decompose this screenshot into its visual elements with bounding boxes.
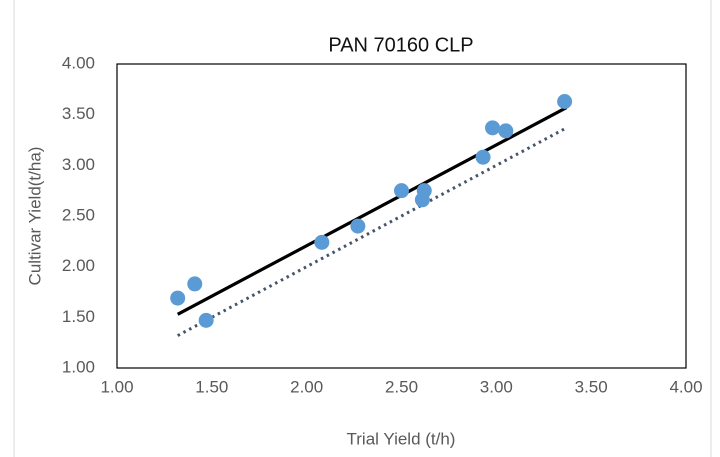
point <box>414 192 430 208</box>
point <box>187 276 203 292</box>
point <box>350 218 366 234</box>
x-tick-label: 2.00 <box>290 377 323 396</box>
y-tick-label: 2.00 <box>62 256 95 275</box>
y-tick-label: 3.50 <box>62 104 95 123</box>
point <box>498 123 514 139</box>
y-axis-title: Cultivar Yield(t/ha) <box>25 147 44 286</box>
point <box>557 93 573 109</box>
x-tick-label: 1.00 <box>100 377 133 396</box>
x-tick-label: 1.50 <box>195 377 228 396</box>
x-tick-label: 2.50 <box>385 377 418 396</box>
x-tick-label: 4.00 <box>669 377 702 396</box>
chart-title: PAN 70160 CLP <box>328 34 473 56</box>
x-axis-title: Trial Yield (t/h) <box>347 429 456 448</box>
point <box>394 183 409 199</box>
reference-line <box>176 126 568 337</box>
y-tick-label: 2.50 <box>62 205 95 224</box>
plot-area <box>116 63 687 369</box>
point <box>475 149 491 165</box>
point <box>198 312 214 328</box>
point <box>485 120 501 136</box>
x-tick-label: 3.50 <box>575 377 608 396</box>
point <box>314 234 330 250</box>
y-tick-label: 3.00 <box>62 155 95 174</box>
trendline <box>176 106 568 316</box>
x-tick-label: 3.00 <box>480 377 513 396</box>
y-tick-label: 4.00 <box>62 53 95 72</box>
y-tick-label: 1.00 <box>62 357 95 376</box>
y-tick-label: 1.50 <box>62 307 95 326</box>
point <box>170 290 186 306</box>
